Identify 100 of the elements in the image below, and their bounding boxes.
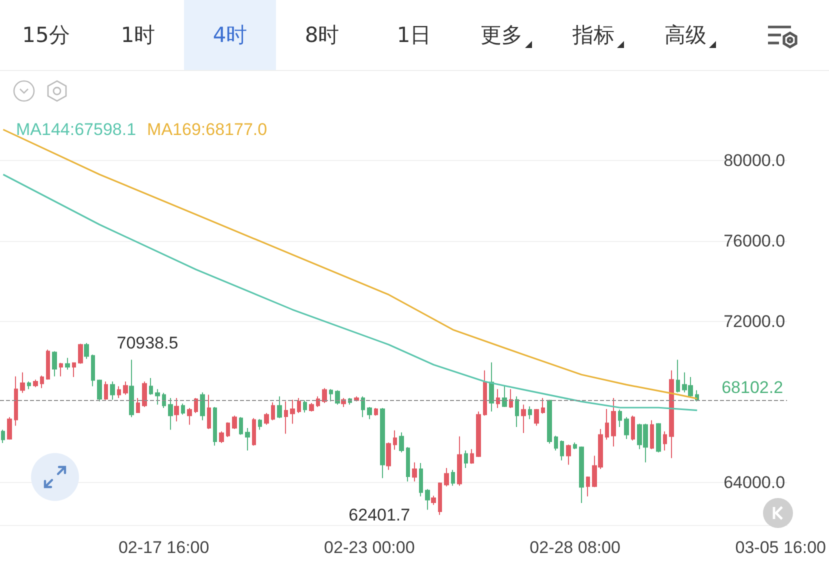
y-tick-label: 64000.0: [724, 473, 786, 492]
text: MA144:67598.1: [16, 120, 136, 139]
candlestick: [393, 430, 397, 450]
candlestick: [117, 386, 121, 398]
candlestick: [52, 350, 57, 377]
candlestick: [297, 397, 301, 414]
candlestick: [303, 400, 307, 413]
candlestick: [444, 468, 449, 487]
candlestick: [412, 462, 417, 482]
candlestick: [123, 380, 128, 396]
candlestick: [502, 385, 507, 408]
candlestick: [155, 388, 160, 406]
text: 更多: [480, 22, 522, 49]
candlestick: [142, 380, 147, 408]
x-tick-label: 02-23 00:00: [324, 538, 415, 557]
candlestick: [380, 408, 385, 479]
candlestick: [97, 379, 102, 402]
candlestick: [84, 342, 89, 360]
candlestick: [316, 396, 320, 408]
text: 4时: [212, 22, 248, 49]
candlestick: [226, 422, 230, 438]
candlestick: [611, 397, 616, 447]
candlestick: [27, 380, 31, 390]
y-tick-label: 76000.0: [724, 232, 786, 251]
candlestick: [219, 430, 224, 444]
candlestick: [399, 432, 404, 453]
candlestick: [676, 359, 680, 393]
candlestick: [329, 388, 333, 402]
x-tick-label: 03-05 16:00: [735, 538, 826, 557]
candlestick: [470, 448, 474, 464]
text: 指标: [572, 22, 614, 49]
candlestick: [560, 440, 564, 461]
candlestick: [573, 442, 577, 450]
candlestick: [290, 399, 295, 424]
text: 8时: [304, 22, 340, 49]
candlestick: [162, 392, 166, 409]
text: MA169:68177.0: [147, 120, 268, 139]
x-tick-label: 02-17 16:00: [118, 538, 210, 557]
text: 1时: [120, 22, 156, 49]
annotation: 70938.5: [116, 334, 178, 353]
text: 1日: [396, 22, 432, 49]
candlestick: [476, 410, 481, 458]
candlestick: [431, 495, 436, 506]
candlestick: [284, 400, 288, 434]
x-tick-label: 02-28 08:00: [530, 538, 620, 557]
candlestick: [277, 396, 282, 419]
candlestick: [361, 396, 365, 418]
candlestick: [20, 372, 25, 394]
candlestick: [78, 343, 83, 364]
candlestick: [419, 462, 423, 497]
candlestick: [200, 392, 205, 421]
candlestick: [129, 359, 134, 418]
candlestick: [367, 406, 372, 420]
candlestick: [187, 408, 192, 426]
candlestick: [1, 429, 5, 444]
candlestick: [194, 397, 198, 414]
candlestick: [425, 488, 430, 510]
candlestick: [438, 482, 442, 516]
candlestick: [181, 403, 185, 416]
candlestick: [483, 370, 487, 416]
text: 15分: [22, 22, 70, 49]
candlestick: [72, 362, 76, 378]
candlestick: [489, 362, 494, 412]
candlestick: [252, 418, 256, 446]
candlestick: [264, 412, 269, 426]
candlestick: [457, 436, 462, 486]
candlestick: [534, 408, 539, 426]
ref-line-label: 68102.2: [722, 378, 784, 398]
annotation: 62401.7: [348, 505, 410, 524]
candlestick: [309, 402, 314, 412]
candlestick: [406, 446, 410, 482]
candlestick: [547, 399, 552, 444]
candlestick: [386, 442, 391, 470]
candlestick: [624, 416, 629, 440]
candlestick: [174, 397, 179, 422]
candlestick: [669, 370, 674, 459]
candlestick: [239, 416, 243, 436]
candlestick: [322, 388, 327, 404]
candlestick: [554, 435, 558, 452]
candlestick: [110, 380, 115, 400]
candlestick: [91, 354, 95, 387]
candlestick: [136, 397, 140, 414]
candlestick: [663, 430, 667, 452]
candlestick: [656, 422, 661, 453]
candlestick: [586, 476, 590, 497]
candlestick: [40, 375, 44, 389]
candlestick: [631, 415, 635, 441]
candlestick: [650, 420, 654, 450]
candlestick: [496, 388, 500, 409]
candlestick: [168, 397, 173, 430]
candlestick: [207, 394, 211, 430]
candlestick: [528, 406, 532, 420]
text: 高级: [664, 22, 706, 49]
candlestick: [579, 446, 584, 504]
candlestick: [521, 404, 526, 434]
candlestick: [541, 397, 545, 414]
candlestick: [232, 415, 237, 430]
candlestick: [605, 408, 609, 440]
candlestick: [213, 406, 217, 446]
candlestick: [46, 349, 50, 380]
